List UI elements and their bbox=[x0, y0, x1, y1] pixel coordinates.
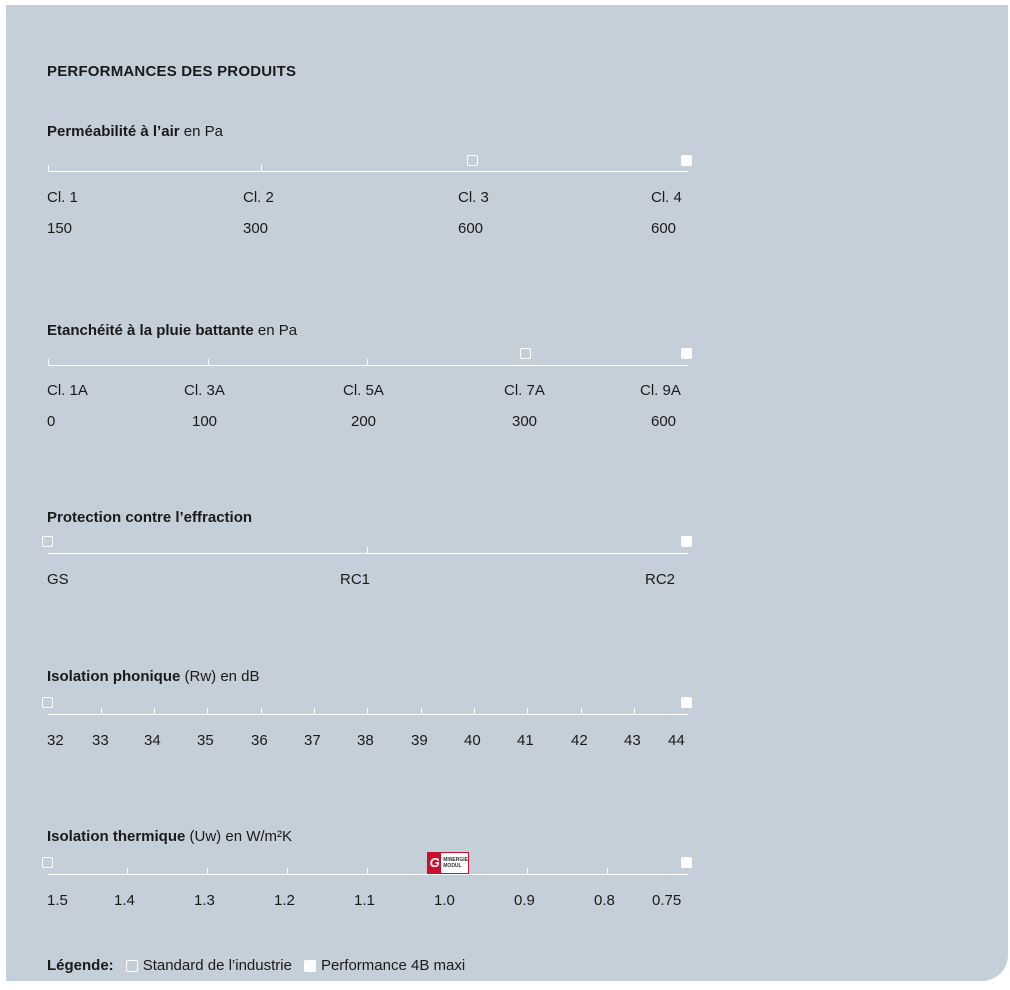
performance-marker bbox=[681, 536, 692, 547]
scale-label: 42 bbox=[571, 732, 588, 749]
scale-value: 600 bbox=[651, 413, 677, 430]
scale-label: 36 bbox=[251, 732, 268, 749]
performance-marker bbox=[681, 857, 692, 868]
scale-label: Cl. 3A bbox=[184, 382, 225, 399]
scale-axis-thermal-insulation bbox=[48, 874, 688, 875]
scale-tick bbox=[314, 708, 315, 714]
scale-tick bbox=[207, 868, 208, 874]
badge-text: MINERGIE MODUL bbox=[443, 857, 468, 869]
scale-tick bbox=[367, 868, 368, 874]
scale-label: 0.8 bbox=[594, 892, 615, 909]
scale-label: 0.9 bbox=[514, 892, 535, 909]
scale-label: 40 bbox=[464, 732, 481, 749]
scale-value: 300 bbox=[243, 220, 269, 237]
scale-label: Cl. 5A bbox=[343, 382, 384, 399]
scale-label: Cl. 1A bbox=[47, 382, 88, 399]
scale-tick bbox=[474, 708, 475, 714]
scale-label: Cl. 1 bbox=[47, 189, 78, 206]
section-title-thermal-insulation: Isolation thermique (Uw) en W/m²K bbox=[47, 828, 293, 845]
scale-label: 44 bbox=[668, 732, 685, 749]
legend-label: Légende: bbox=[47, 957, 114, 974]
scale-tick bbox=[367, 359, 368, 365]
scale-label: 43 bbox=[624, 732, 641, 749]
section-title-sound-insulation: Isolation phonique (Rw) en dB bbox=[47, 668, 260, 685]
legend-performance-swatch bbox=[303, 959, 316, 972]
scale-label: 34 bbox=[144, 732, 161, 749]
scale-tick bbox=[287, 868, 288, 874]
scale-label: Cl. 7A bbox=[504, 382, 545, 399]
scale-value: 150 bbox=[47, 220, 73, 237]
performance-marker bbox=[681, 348, 692, 359]
scale-tick bbox=[527, 868, 528, 874]
scale-tick bbox=[367, 708, 368, 714]
legend: Légende: Standard de l’industrie Perform… bbox=[47, 957, 477, 974]
scale-label: 39 bbox=[411, 732, 428, 749]
product-performance-panel: PERFORMANCES DES PRODUITS Perméabilité à… bbox=[6, 5, 1008, 981]
section-title-air-permeability: Perméabilité à l’air en Pa bbox=[47, 123, 223, 140]
legend-performance-text: Performance 4B maxi bbox=[320, 957, 466, 974]
scale-tick bbox=[154, 708, 155, 714]
scale-label: 1.1 bbox=[354, 892, 375, 909]
scale-label: 1.5 bbox=[47, 892, 68, 909]
scale-label: Cl. 3 bbox=[458, 189, 489, 206]
scale-label: RC2 bbox=[645, 571, 676, 588]
scale-axis-sound-insulation bbox=[48, 714, 688, 715]
scale-axis-burglary-protection bbox=[48, 553, 688, 554]
standard-marker bbox=[42, 697, 53, 708]
scale-tick bbox=[581, 708, 582, 714]
scale-tick bbox=[208, 359, 209, 365]
scale-tick bbox=[127, 868, 128, 874]
scale-tick bbox=[367, 547, 368, 553]
scale-value: 600 bbox=[651, 220, 677, 237]
scale-label: 35 bbox=[197, 732, 214, 749]
scale-label: 37 bbox=[304, 732, 321, 749]
scale-value: 600 bbox=[458, 220, 484, 237]
scale-value: 0 bbox=[47, 413, 56, 430]
scale-tick bbox=[101, 708, 102, 714]
performance-marker bbox=[681, 155, 692, 166]
scale-tick bbox=[261, 165, 262, 171]
scale-label: 38 bbox=[357, 732, 374, 749]
minergie-logo-icon: G bbox=[428, 853, 442, 873]
scale-tick bbox=[48, 165, 49, 171]
scale-tick bbox=[48, 359, 49, 365]
scale-label: 1.2 bbox=[274, 892, 295, 909]
performance-marker bbox=[681, 697, 692, 708]
scale-label: 1.0 bbox=[434, 892, 455, 909]
standard-marker bbox=[467, 155, 478, 166]
scale-label: 33 bbox=[92, 732, 109, 749]
scale-value: 200 bbox=[351, 413, 377, 430]
scale-value: 300 bbox=[512, 413, 538, 430]
scale-label: 32 bbox=[47, 732, 64, 749]
scale-axis-rain-tightness bbox=[48, 365, 688, 366]
section-title-rain-tightness: Etanchéité à la pluie battante en Pa bbox=[47, 322, 298, 339]
scale-tick bbox=[207, 708, 208, 714]
scale-tick bbox=[527, 708, 528, 714]
legend-standard-swatch bbox=[125, 959, 138, 972]
standard-marker bbox=[42, 536, 53, 547]
scale-label: Cl. 2 bbox=[243, 189, 274, 206]
scale-axis-air-permeability bbox=[48, 171, 688, 172]
legend-standard-text: Standard de l’industrie bbox=[142, 957, 292, 974]
scale-label: GS bbox=[47, 571, 69, 588]
scale-tick bbox=[261, 708, 262, 714]
scale-tick bbox=[421, 708, 422, 714]
scale-label: RC1 bbox=[340, 571, 371, 588]
page-title: PERFORMANCES DES PRODUITS bbox=[47, 63, 297, 80]
section-title-burglary-protection: Protection contre l’effraction bbox=[47, 509, 253, 526]
scale-label: 1.4 bbox=[114, 892, 135, 909]
scale-tick bbox=[634, 708, 635, 714]
standard-marker bbox=[42, 857, 53, 868]
scale-label: Cl. 9A bbox=[640, 382, 681, 399]
minergie-badge: G MINERGIE MODUL bbox=[427, 852, 469, 874]
standard-marker bbox=[520, 348, 531, 359]
scale-tick bbox=[607, 868, 608, 874]
scale-label: 0.75 bbox=[652, 892, 682, 909]
scale-value: 100 bbox=[192, 413, 218, 430]
scale-label: 1.3 bbox=[194, 892, 215, 909]
scale-label: 41 bbox=[517, 732, 534, 749]
scale-label: Cl. 4 bbox=[651, 189, 682, 206]
